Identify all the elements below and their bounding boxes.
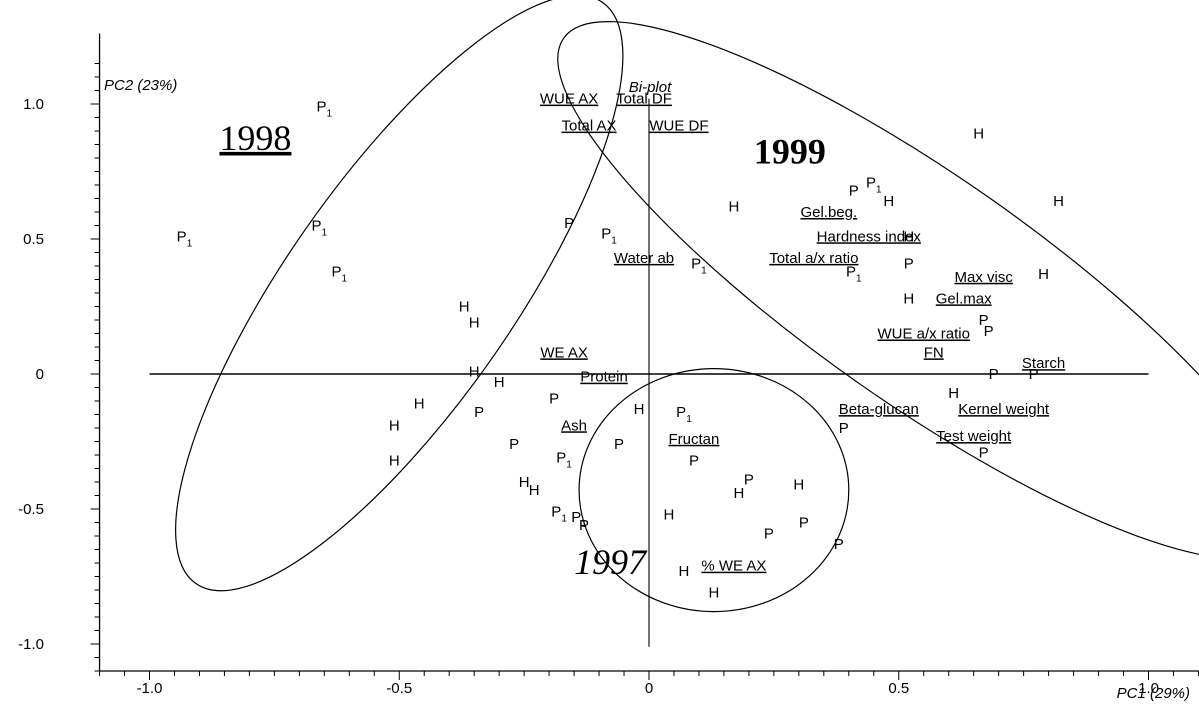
point-P: P xyxy=(849,182,859,199)
x-tick-label: 0 xyxy=(645,680,653,697)
point-P: P xyxy=(1029,366,1039,383)
group-label-1997: 1997 xyxy=(574,542,648,582)
y-tick-label: -0.5 xyxy=(18,501,44,518)
point-H: H xyxy=(519,474,530,491)
point-P: P xyxy=(834,536,844,553)
x-tick-label: -1.0 xyxy=(137,680,163,697)
point-P: P xyxy=(689,452,699,469)
variable-label: WE AX xyxy=(540,344,588,361)
point-H: H xyxy=(664,506,675,523)
variable-labels: WUE AX Total DF Total AX WUE DF Water ab Gel.… xyxy=(540,91,1065,575)
point-P: P xyxy=(509,436,519,453)
point-H: H xyxy=(414,396,425,413)
point-H: H xyxy=(494,374,505,391)
group-label-1999: 1999 xyxy=(754,131,826,171)
variable-label: WUE AX xyxy=(540,91,598,108)
point-P: P1 xyxy=(866,174,882,195)
point-P: P xyxy=(474,404,484,421)
point-P: P1 xyxy=(691,255,707,276)
variable-label: Beta-glucan xyxy=(839,401,919,418)
group-ellipse-1997 xyxy=(578,368,850,613)
variable-label: Ash xyxy=(561,417,587,434)
point-P: P xyxy=(764,525,774,542)
x-axis-label: PC1 (29%) xyxy=(1117,685,1190,702)
variable-label: Kernel weight xyxy=(958,401,1050,418)
variable-label: FN xyxy=(924,344,944,361)
variable-label: Hardness index xyxy=(817,228,922,245)
point-P: P xyxy=(984,323,994,340)
point-H: H xyxy=(948,385,959,402)
variable-label: Water ab xyxy=(614,250,674,267)
point-P: P xyxy=(979,312,989,329)
x-tick-label: -0.5 xyxy=(386,680,412,697)
y-tick-label: 1.0 xyxy=(23,96,44,113)
point-P: P1 xyxy=(676,404,692,425)
chart-title: Bi-plot xyxy=(629,79,672,96)
variable-label: Total a/x ratio xyxy=(769,250,858,267)
point-P: P xyxy=(989,366,999,383)
y-axis-label: PC2 (23%) xyxy=(104,77,177,94)
point-P: P xyxy=(979,444,989,461)
variable-label: Gel.max xyxy=(936,290,992,307)
point-H: H xyxy=(709,585,720,602)
point-H: H xyxy=(529,482,540,499)
variable-label: % WE AX xyxy=(701,558,766,575)
variable-label: Starch xyxy=(1022,355,1065,372)
y-tick-label: -1.0 xyxy=(18,636,44,653)
point-H: H xyxy=(728,199,739,216)
point-H: H xyxy=(469,363,480,380)
x-tick-label: 1.0 xyxy=(1138,680,1159,697)
variable-label: Fructan xyxy=(669,431,720,448)
group-ellipses xyxy=(175,0,1199,613)
point-P: P1 xyxy=(556,450,572,471)
variable-label: Gel.beg. xyxy=(800,204,857,221)
y-tick-label: 0.5 xyxy=(23,231,44,248)
point-P: P xyxy=(579,517,589,534)
point-P: P1 xyxy=(312,218,328,239)
point-H: H xyxy=(634,401,645,418)
point-P: P xyxy=(839,420,849,437)
point-H: H xyxy=(469,315,480,332)
variable-label: WUE DF xyxy=(649,118,708,135)
point-P: P xyxy=(744,471,754,488)
variable-label: Test weight xyxy=(936,428,1012,445)
point-P: P xyxy=(549,390,559,407)
y-tick-label: 0 xyxy=(36,366,44,383)
variable-label: Protein xyxy=(580,369,628,386)
point-H: H xyxy=(883,193,894,210)
point-P: P1 xyxy=(177,228,193,249)
point-P: P xyxy=(904,255,914,272)
point-P: P xyxy=(614,436,624,453)
group-label-1998: 1998 xyxy=(219,118,291,158)
point-H: H xyxy=(903,228,914,245)
point-H: H xyxy=(1038,266,1049,283)
point-P: P1 xyxy=(317,99,333,120)
point-P: P1 xyxy=(551,504,567,525)
point-H: H xyxy=(793,477,804,494)
x-tick-label: 0.5 xyxy=(888,680,909,697)
point-P: P1 xyxy=(601,226,617,247)
group-ellipse-1999 xyxy=(557,21,1199,560)
point-H: H xyxy=(389,417,400,434)
point-H: H xyxy=(903,290,914,307)
variable-label: WUE a/x ratio xyxy=(877,326,970,343)
point-H: H xyxy=(679,563,690,580)
group-labels: 1998 1999 1997 xyxy=(219,118,825,582)
variable-label: Max visc xyxy=(954,269,1013,286)
point-H: H xyxy=(389,452,400,469)
point-P: P1 xyxy=(332,263,348,284)
point-H: H xyxy=(459,299,470,316)
point-P: P xyxy=(564,215,574,232)
variable-label: Total DF xyxy=(616,91,672,108)
axis-ticks: -1.0 -0.5 0 0.5 1.0 1.0 0.5 0 -0.5 -1.0 xyxy=(18,63,1199,697)
variable-label: Total AX xyxy=(562,118,617,135)
point-P: P xyxy=(799,515,809,532)
group-ellipse-1998 xyxy=(175,0,624,592)
point-H: H xyxy=(1053,193,1064,210)
point-H: H xyxy=(733,485,744,502)
point-H: H xyxy=(973,126,984,143)
